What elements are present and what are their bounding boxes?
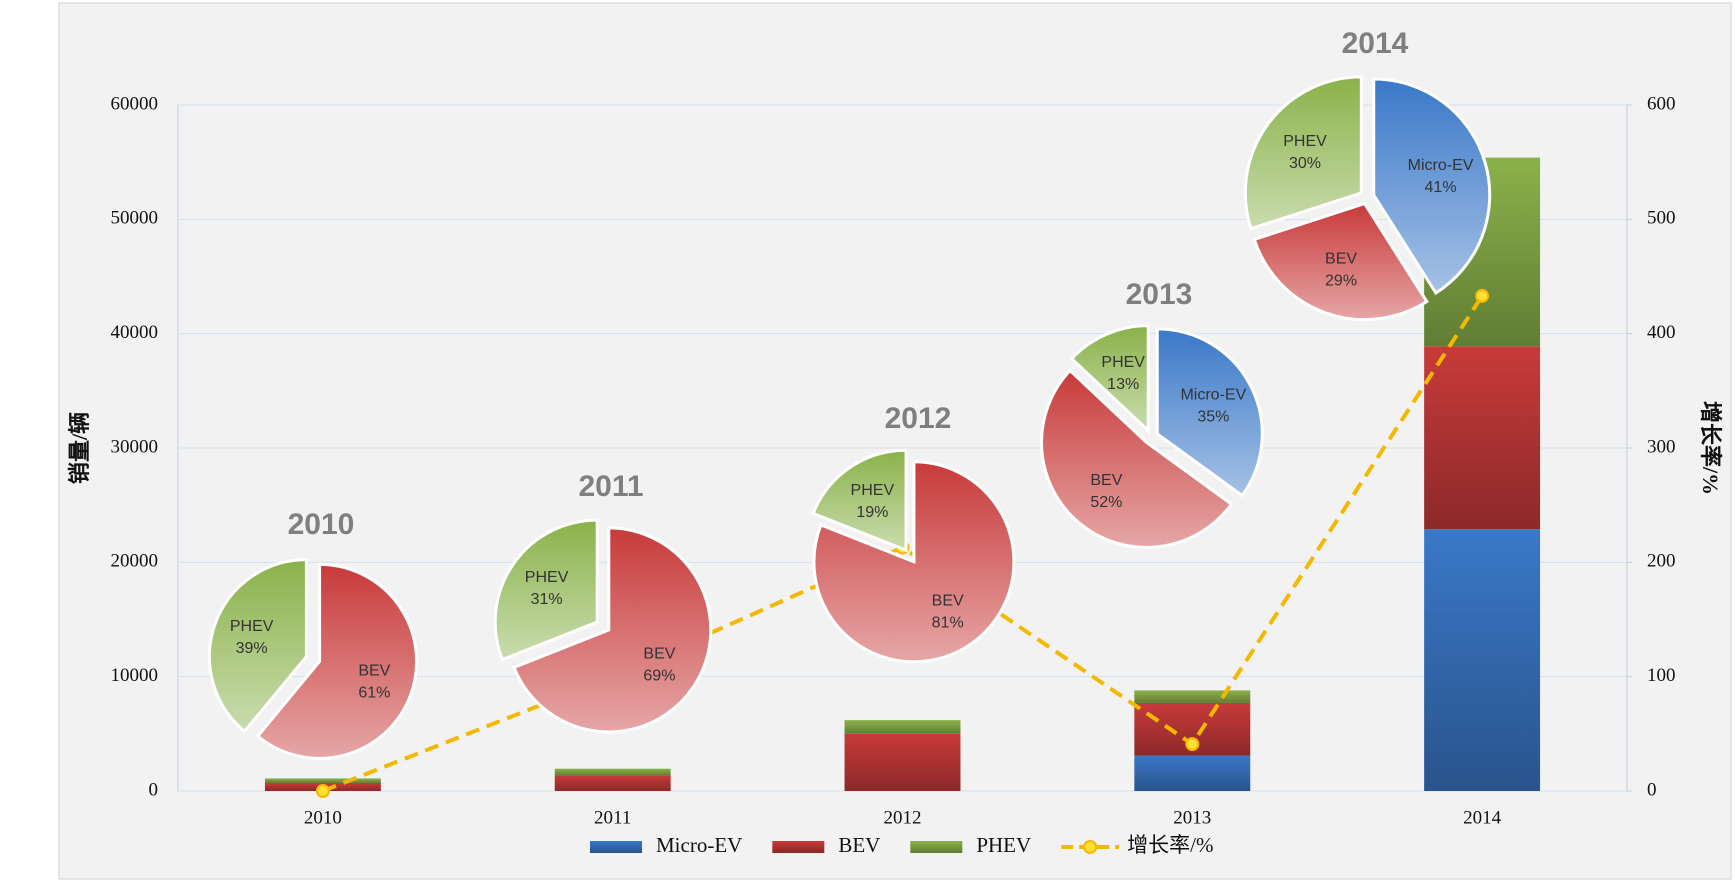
legend-swatch xyxy=(590,841,642,853)
pie-slice xyxy=(1372,77,1492,296)
bar xyxy=(844,720,961,734)
bar xyxy=(264,778,381,783)
bar xyxy=(1424,529,1541,791)
pie-category-label: PHEV xyxy=(1101,354,1145,371)
pie-category-label: BEV xyxy=(932,593,964,610)
y2-tick-label: 500 xyxy=(1647,208,1676,229)
pie-value-label: 29% xyxy=(1325,272,1357,289)
pie-value-label: 81% xyxy=(932,615,964,632)
x-tick-label: 2011 xyxy=(594,807,631,828)
pie-value-label: 61% xyxy=(358,684,390,701)
pie-category-label: PHEV xyxy=(525,569,569,586)
line-marker xyxy=(1475,288,1490,303)
pie-category-label: BEV xyxy=(1325,250,1357,267)
bar xyxy=(1134,690,1251,703)
legend-label: 增长率/% xyxy=(1127,833,1213,857)
bar xyxy=(554,768,671,776)
y-tick-label: 40000 xyxy=(111,322,159,343)
y2-tick-label: 400 xyxy=(1647,322,1676,343)
pie-value-label: 69% xyxy=(643,668,675,685)
bar xyxy=(844,733,961,791)
pie-title: 2010 xyxy=(288,508,355,541)
y-tick-label: 30000 xyxy=(111,436,159,457)
pie-slice xyxy=(512,526,713,734)
y2-tick-label: 100 xyxy=(1647,665,1676,686)
x-tick-label: 2010 xyxy=(304,807,342,828)
y2-tick-label: 200 xyxy=(1647,551,1676,572)
y-tick-label: 10000 xyxy=(111,665,159,686)
y-axis-title: 销量/辆 xyxy=(67,412,92,484)
pie-category-label: Micro-EV xyxy=(1408,157,1474,174)
y-tick-label: 60000 xyxy=(111,93,159,114)
pie-value-label: 35% xyxy=(1197,408,1229,425)
y-tick-label: 20000 xyxy=(111,551,159,572)
pie-slice xyxy=(1040,368,1234,549)
legend-swatch xyxy=(772,841,825,853)
pie-slice xyxy=(207,558,308,734)
pie-value-label: 19% xyxy=(856,504,888,521)
pie-category-label: BEV xyxy=(1090,472,1122,489)
bar xyxy=(1424,346,1541,530)
x-tick-label: 2013 xyxy=(1173,807,1211,828)
line-marker xyxy=(1185,737,1200,752)
pie-category-label: BEV xyxy=(358,662,390,679)
legend-label: PHEV xyxy=(976,833,1031,857)
pie-value-label: 41% xyxy=(1425,179,1457,196)
y2-tick-label: 0 xyxy=(1647,779,1657,800)
pie-category-label: PHEV xyxy=(851,482,895,499)
legend-swatch xyxy=(910,841,963,853)
line-marker xyxy=(315,784,330,798)
pie-value-label: 39% xyxy=(236,640,268,657)
bar xyxy=(554,775,671,791)
x-tick-label: 2014 xyxy=(1463,807,1502,828)
pie-slice xyxy=(493,518,599,662)
pie-value-label: 30% xyxy=(1289,155,1321,172)
pie-title: 2011 xyxy=(578,470,643,503)
pie-title: 2014 xyxy=(1342,27,1409,60)
pie-slice xyxy=(1155,327,1264,498)
pie-category-label: PHEV xyxy=(1283,133,1327,150)
legend-label: BEV xyxy=(838,833,880,857)
legend-label: Micro-EV xyxy=(656,833,742,857)
x-tick-label: 2012 xyxy=(884,807,922,828)
pie-value-label: 52% xyxy=(1090,494,1122,511)
pie-slice xyxy=(812,460,1016,664)
legend-marker xyxy=(1083,840,1098,854)
pie-value-label: 31% xyxy=(531,591,563,608)
pie-title: 2012 xyxy=(885,402,952,435)
pie-value-label: 13% xyxy=(1107,376,1139,393)
pie-category-label: BEV xyxy=(643,646,675,663)
pie-slice xyxy=(811,448,908,553)
pie-category-label: PHEV xyxy=(230,618,274,635)
pie-slice xyxy=(255,562,419,760)
bar xyxy=(1134,755,1251,791)
pie-slice xyxy=(1252,201,1429,322)
pie-category-label: Micro-EV xyxy=(1180,386,1246,403)
y-tick-label: 0 xyxy=(149,779,159,800)
y-tick-label: 50000 xyxy=(111,208,159,229)
pie-slice xyxy=(1069,324,1150,435)
pie-slice xyxy=(1243,75,1363,231)
y2-tick-label: 300 xyxy=(1647,436,1676,457)
y2-tick-label: 600 xyxy=(1647,93,1676,114)
pie-title: 2013 xyxy=(1126,278,1193,311)
y2-axis-title: 增长率/% xyxy=(1698,401,1723,495)
